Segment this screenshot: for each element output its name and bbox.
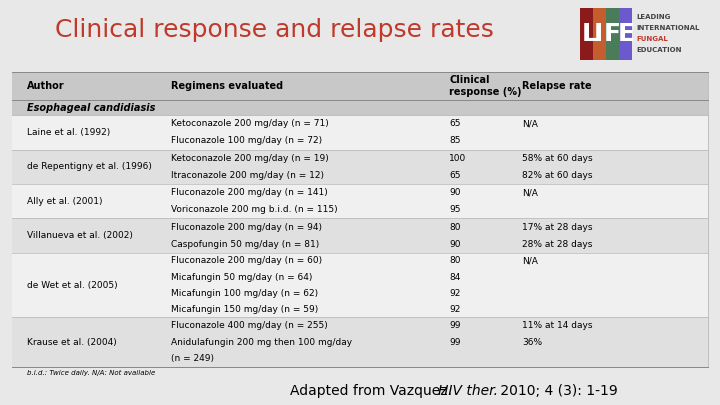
Text: 80: 80 bbox=[449, 222, 461, 232]
Text: 99: 99 bbox=[449, 321, 461, 330]
Text: 90: 90 bbox=[449, 188, 461, 197]
Text: F: F bbox=[604, 22, 621, 46]
Text: HIV ther.: HIV ther. bbox=[438, 384, 498, 398]
Text: Villanueva et al. (2002): Villanueva et al. (2002) bbox=[27, 231, 132, 240]
Text: 100: 100 bbox=[449, 153, 467, 163]
Text: 2010; 4 (3): 1-19: 2010; 4 (3): 1-19 bbox=[496, 384, 618, 398]
Text: L: L bbox=[582, 22, 598, 46]
Text: 58% at 60 days: 58% at 60 days bbox=[522, 153, 593, 163]
Text: 84: 84 bbox=[449, 273, 460, 281]
Text: 36%: 36% bbox=[522, 338, 542, 347]
Text: 82% at 60 days: 82% at 60 days bbox=[522, 171, 593, 180]
Text: INTERNATIONAL: INTERNATIONAL bbox=[636, 25, 699, 31]
Text: Esophageal candidiasis: Esophageal candidiasis bbox=[27, 102, 155, 113]
Text: N/A: N/A bbox=[522, 119, 538, 128]
Bar bbox=[606, 8, 618, 60]
Text: Fluconazole 200 mg/day (n = 60): Fluconazole 200 mg/day (n = 60) bbox=[171, 256, 322, 265]
Text: 85: 85 bbox=[449, 136, 461, 145]
Text: b.i.d.: Twice daily. N/A: Not available: b.i.d.: Twice daily. N/A: Not available bbox=[27, 370, 155, 376]
Text: (n = 249): (n = 249) bbox=[171, 354, 214, 363]
Text: Clinical
response (%): Clinical response (%) bbox=[449, 75, 521, 97]
Text: FUNGAL: FUNGAL bbox=[636, 36, 667, 42]
Bar bbox=[12, 184, 708, 218]
Text: Krause et al. (2004): Krause et al. (2004) bbox=[27, 338, 116, 347]
Text: Ally et al. (2001): Ally et al. (2001) bbox=[27, 197, 102, 206]
Bar bbox=[12, 218, 708, 253]
Text: Author: Author bbox=[27, 81, 64, 91]
Text: 99: 99 bbox=[449, 338, 461, 347]
Text: N/A: N/A bbox=[522, 256, 538, 265]
Text: Ketoconazole 200 mg/day (n = 19): Ketoconazole 200 mg/day (n = 19) bbox=[171, 153, 328, 163]
Text: Regimens evaluated: Regimens evaluated bbox=[171, 81, 283, 91]
Bar bbox=[12, 115, 708, 149]
Text: 92: 92 bbox=[449, 305, 460, 314]
Bar bbox=[12, 72, 708, 100]
Bar bbox=[619, 8, 631, 60]
Text: Voriconazole 200 mg b.i.d. (n = 115): Voriconazole 200 mg b.i.d. (n = 115) bbox=[171, 205, 337, 214]
Text: Fluconazole 400 mg/day (n = 255): Fluconazole 400 mg/day (n = 255) bbox=[171, 321, 328, 330]
Text: Anidulafungin 200 mg then 100 mg/day: Anidulafungin 200 mg then 100 mg/day bbox=[171, 338, 352, 347]
Text: 92: 92 bbox=[449, 289, 460, 298]
Text: 95: 95 bbox=[449, 205, 461, 214]
Text: Relapse rate: Relapse rate bbox=[522, 81, 592, 91]
Bar bbox=[580, 8, 593, 60]
Text: I: I bbox=[594, 22, 603, 46]
Text: 11% at 14 days: 11% at 14 days bbox=[522, 321, 593, 330]
Bar bbox=[12, 318, 708, 367]
Text: 65: 65 bbox=[449, 119, 461, 128]
Text: Fluconazole 200 mg/day (n = 94): Fluconazole 200 mg/day (n = 94) bbox=[171, 222, 322, 232]
Bar bbox=[12, 100, 708, 115]
Text: 80: 80 bbox=[449, 256, 461, 265]
Bar bbox=[12, 72, 708, 367]
Text: Fluconazole 100 mg/day (n = 72): Fluconazole 100 mg/day (n = 72) bbox=[171, 136, 322, 145]
Text: 90: 90 bbox=[449, 240, 461, 249]
Text: 17% at 28 days: 17% at 28 days bbox=[522, 222, 593, 232]
Text: de Wet et al. (2005): de Wet et al. (2005) bbox=[27, 281, 117, 290]
Text: Caspofungin 50 mg/day (n = 81): Caspofungin 50 mg/day (n = 81) bbox=[171, 240, 319, 249]
Text: 28% at 28 days: 28% at 28 days bbox=[522, 240, 593, 249]
Text: Itraconazole 200 mg/day (n = 12): Itraconazole 200 mg/day (n = 12) bbox=[171, 171, 323, 180]
Text: Micafungin 150 mg/day (n = 59): Micafungin 150 mg/day (n = 59) bbox=[171, 305, 318, 314]
Text: Laine et al. (1992): Laine et al. (1992) bbox=[27, 128, 109, 137]
Text: Micafungin 50 mg/day (n = 64): Micafungin 50 mg/day (n = 64) bbox=[171, 273, 312, 281]
Bar bbox=[12, 149, 708, 184]
Text: Clinical response and relapse rates: Clinical response and relapse rates bbox=[55, 18, 494, 42]
Text: de Repentigny et al. (1996): de Repentigny et al. (1996) bbox=[27, 162, 151, 171]
Text: Ketoconazole 200 mg/day (n = 71): Ketoconazole 200 mg/day (n = 71) bbox=[171, 119, 328, 128]
Text: E: E bbox=[618, 22, 635, 46]
Text: LEADING: LEADING bbox=[636, 14, 670, 20]
Text: Micafungin 100 mg/day (n = 62): Micafungin 100 mg/day (n = 62) bbox=[171, 289, 318, 298]
Bar bbox=[12, 253, 708, 318]
Text: 65: 65 bbox=[449, 171, 461, 180]
Text: EDUCATION: EDUCATION bbox=[636, 47, 682, 53]
Bar bbox=[593, 8, 606, 60]
Text: Fluconazole 200 mg/day (n = 141): Fluconazole 200 mg/day (n = 141) bbox=[171, 188, 328, 197]
Text: N/A: N/A bbox=[522, 188, 538, 197]
Text: Adapted from Vazquez.: Adapted from Vazquez. bbox=[290, 384, 456, 398]
